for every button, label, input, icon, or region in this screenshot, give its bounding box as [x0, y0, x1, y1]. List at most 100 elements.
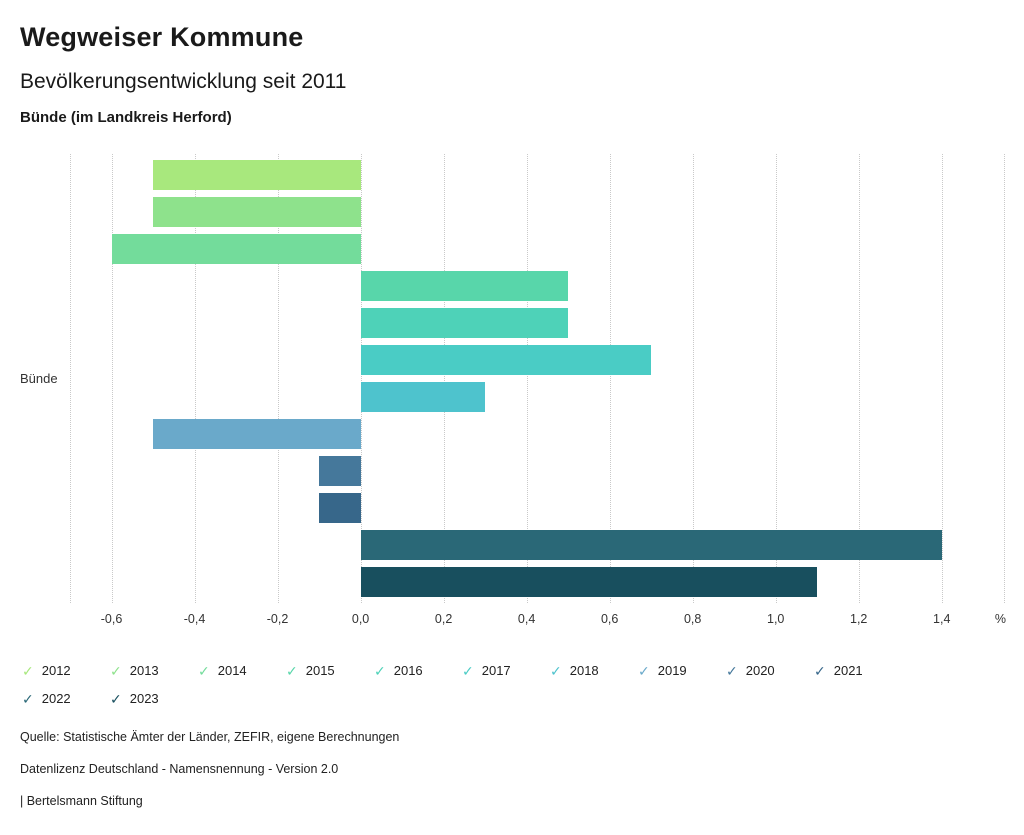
gridline: [775, 154, 777, 603]
x-tick: 0,0: [351, 612, 370, 626]
legend-label: 2022: [41, 691, 71, 706]
check-icon: ✓: [22, 662, 34, 679]
x-tick: 1,0: [766, 612, 785, 626]
bar-row: [70, 308, 1004, 338]
bar-2015[interactable]: [360, 271, 569, 301]
bar-row: [70, 382, 1004, 412]
gridline: [443, 154, 445, 603]
bar-row: [70, 271, 1004, 301]
check-icon: ✓: [110, 662, 122, 679]
gridline: [526, 154, 528, 603]
bar-row: [70, 345, 1004, 375]
bar-2014[interactable]: [111, 234, 361, 264]
chart-subtitle: Bevölkerungsentwicklung seit 2011: [20, 70, 347, 93]
legend-label: 2014: [217, 663, 247, 678]
bar-2021[interactable]: [319, 493, 361, 523]
header: Wegweiser Kommune Bevölkerungsentwicklun…: [20, 22, 1004, 126]
bar-row: [70, 493, 1004, 523]
x-tick: 0,4: [517, 612, 536, 626]
plot-area: [70, 154, 1005, 603]
gridline: [941, 154, 943, 603]
check-icon: ✓: [110, 690, 122, 707]
bar-row: [70, 456, 1004, 486]
bar-row: [70, 567, 1004, 597]
legend-label: 2023: [129, 691, 159, 706]
legend-label: 2013: [129, 663, 159, 678]
check-icon: ✓: [726, 662, 738, 679]
check-icon: ✓: [638, 662, 650, 679]
legend-label: 2016: [393, 663, 423, 678]
check-icon: ✓: [462, 662, 474, 679]
x-tick: 0,2: [434, 612, 453, 626]
bar-row: [70, 197, 1004, 227]
gridline: [70, 154, 71, 603]
x-axis-unit: %: [994, 612, 1006, 626]
gridline: [111, 154, 113, 603]
bar-2013[interactable]: [153, 197, 361, 227]
gridline: [360, 154, 362, 603]
gridline: [692, 154, 694, 603]
check-icon: ✓: [550, 662, 562, 679]
chart-main: -0,6 -0,4 -0,2 0,0 0,2 0,4 0,6 0,8 1,0 1,2 1,4%: [70, 154, 1006, 633]
x-tick: 0,6: [600, 612, 619, 626]
legend-item-2022[interactable]: ✓ 2022: [22, 691, 110, 706]
bar-2016[interactable]: [360, 308, 569, 338]
legend-label: 2017: [481, 663, 511, 678]
gridline: [609, 154, 611, 603]
check-icon: ✓: [814, 662, 826, 679]
legend-label: 2019: [657, 663, 687, 678]
bar-row: [70, 530, 1004, 560]
license-line: Datenlizenz Deutschland - Namensnennung …: [20, 762, 339, 776]
check-icon: ✓: [198, 662, 210, 679]
legend-item-2017[interactable]: ✓ 2017: [462, 663, 550, 678]
legend-label: 2018: [569, 663, 599, 678]
bar-row: [70, 234, 1004, 264]
legend-label: 2021: [833, 663, 863, 678]
legend-label: 2012: [41, 663, 71, 678]
legend-label: 2015: [305, 663, 335, 678]
legend-item-2019[interactable]: ✓ 2019: [638, 663, 726, 678]
attribution-line: | Bertelsmann Stiftung: [20, 794, 143, 808]
location-label: Bünde (im Landkreis Herford): [20, 109, 232, 126]
check-icon: ✓: [374, 662, 386, 679]
bar-row: [70, 419, 1004, 449]
source-line: Quelle: Statistische Ämter der Länder, Z…: [20, 730, 400, 744]
bar-2017[interactable]: [360, 345, 652, 375]
legend: ✓ 2012 ✓ 2013 ✓ 2014 ✓ 2015 ✓ 2016 ✓ 2017 ✓ 2018 ✓ 2019…: [22, 663, 922, 706]
legend-item-2016[interactable]: ✓ 2016: [374, 663, 462, 678]
legend-item-2018[interactable]: ✓ 2018: [550, 663, 638, 678]
legend-item-2021[interactable]: ✓ 2021: [814, 663, 902, 678]
gridline: [1004, 154, 1005, 603]
legend-label: 2020: [745, 663, 775, 678]
page-title: Wegweiser Kommune: [20, 22, 304, 52]
legend-item-2020[interactable]: ✓ 2020: [726, 663, 814, 678]
x-axis: -0,6 -0,4 -0,2 0,0 0,2 0,4 0,6 0,8 1,0 1,2 1,4%: [70, 607, 1006, 633]
x-tick: 0,8: [683, 612, 702, 626]
category-label: Bünde: [20, 371, 58, 386]
x-tick: -0,6: [100, 612, 123, 626]
legend-item-2014[interactable]: ✓ 2014: [198, 663, 286, 678]
gridline: [194, 154, 196, 603]
footer: Quelle: Statistische Ämter der Länder, Z…: [20, 730, 1004, 809]
bar-row: [70, 160, 1004, 190]
bar-2020[interactable]: [319, 456, 361, 486]
check-icon: ✓: [22, 690, 34, 707]
x-tick: -0,2: [266, 612, 289, 626]
bar-chart: Bünde -0,6 -0,4 -0,2 0,0 0,2 0,4 0,6 0,8 1,0 1,2 1…: [20, 154, 1006, 633]
gridline: [858, 154, 860, 603]
bar-2018[interactable]: [360, 382, 486, 412]
legend-item-2015[interactable]: ✓ 2015: [286, 663, 374, 678]
legend-item-2013[interactable]: ✓ 2013: [110, 663, 198, 678]
legend-item-2012[interactable]: ✓ 2012: [22, 663, 110, 678]
bar-2023[interactable]: [360, 567, 818, 597]
x-tick: 1,4: [933, 612, 951, 626]
legend-item-2023[interactable]: ✓ 2023: [110, 691, 198, 706]
bar-2022[interactable]: [360, 530, 942, 560]
check-icon: ✓: [286, 662, 298, 679]
bar-2012[interactable]: [153, 160, 361, 190]
gridline: [277, 154, 279, 603]
x-tick: 1,2: [850, 612, 868, 626]
x-tick: -0,4: [183, 612, 206, 626]
bar-2019[interactable]: [153, 419, 361, 449]
